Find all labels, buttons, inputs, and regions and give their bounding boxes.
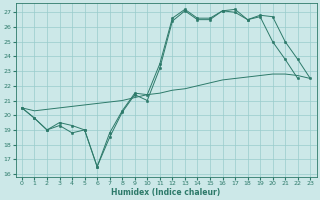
- X-axis label: Humidex (Indice chaleur): Humidex (Indice chaleur): [111, 188, 221, 197]
